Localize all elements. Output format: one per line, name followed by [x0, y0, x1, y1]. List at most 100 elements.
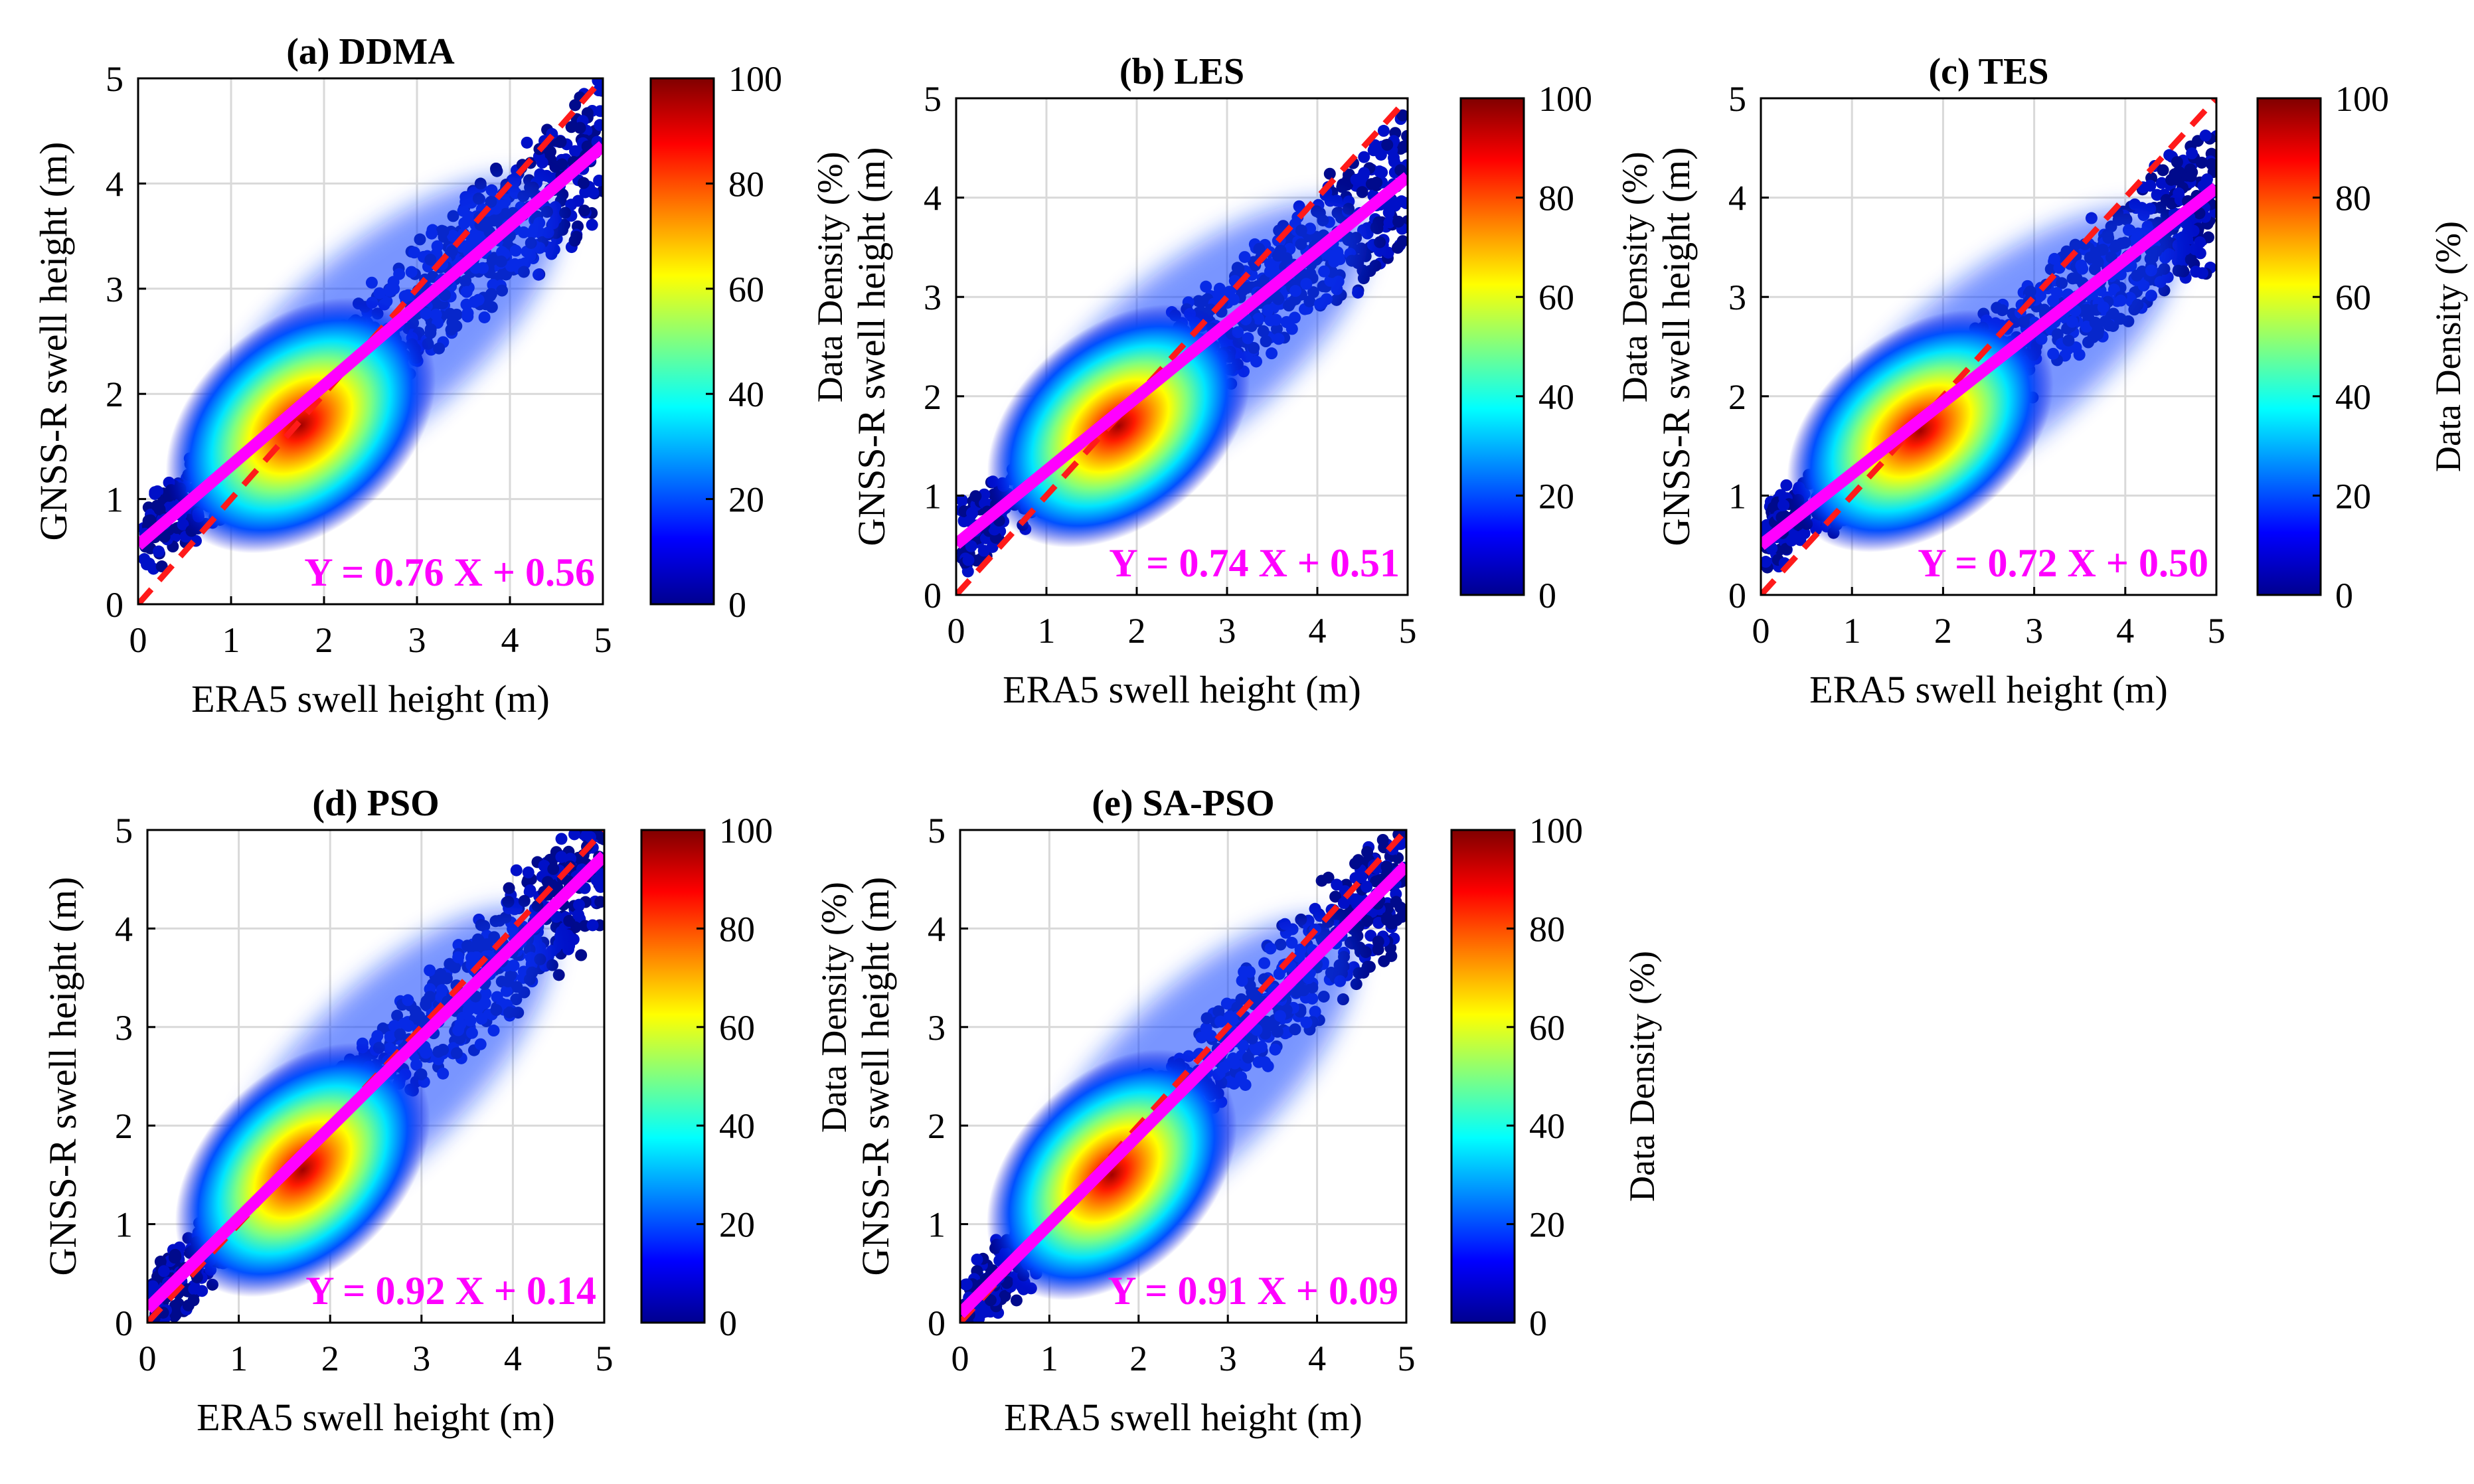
colorbar-tick-label: 0	[728, 585, 746, 625]
scatter-point	[1331, 878, 1343, 891]
scatter-point	[2187, 224, 2200, 237]
scatter-point	[554, 135, 567, 148]
x-axis-label: ERA5 swell height (m)	[191, 677, 550, 720]
scatter-point	[988, 523, 1001, 536]
scatter-point	[153, 545, 165, 558]
scatter-point	[1377, 125, 1390, 137]
y-tick-label: 4	[928, 909, 946, 949]
scatter-point	[540, 169, 553, 182]
scatter-point	[552, 969, 565, 981]
scatter-point	[518, 894, 531, 907]
colorbar-tick-label: 100	[1529, 811, 1583, 851]
y-tick-label: 2	[924, 377, 942, 417]
fit-equation: Y = 0.74 X + 0.51	[1109, 541, 1400, 585]
y-axis-label: GNSS-R swell height (m)	[854, 877, 897, 1276]
x-tick-label: 5	[1398, 1339, 1416, 1378]
scatter-point	[1359, 946, 1372, 958]
x-tick-label: 5	[1399, 611, 1417, 651]
y-tick-label: 5	[106, 59, 124, 99]
scatter-point	[977, 544, 990, 557]
scatter-point	[969, 490, 982, 503]
fit-line	[960, 861, 1406, 1318]
scatter-point	[2155, 177, 2168, 189]
scatter-point	[2186, 147, 2198, 160]
panel-title: (b) LES	[1119, 51, 1244, 92]
y-tick-label: 1	[1728, 476, 1746, 516]
colorbar-tick-label: 100	[1538, 79, 1592, 119]
scatter-point	[1376, 166, 1388, 179]
scatter-point	[965, 540, 977, 552]
x-tick-label: 2	[1129, 1339, 1147, 1378]
scatter-point	[587, 187, 600, 199]
x-tick-label: 3	[2025, 611, 2043, 651]
scatter-point	[1315, 874, 1328, 887]
y-tick-label: 3	[1728, 278, 1746, 317]
scatter-point	[1356, 186, 1368, 199]
scatter-point	[1396, 910, 1406, 923]
scatter-point	[2199, 129, 2212, 142]
density-label-overlap: Data Density (%)	[1615, 151, 1655, 402]
y-tick-label: 2	[928, 1106, 946, 1146]
x-axis-label: ERA5 swell height (m)	[197, 1396, 555, 1439]
x-tick-label: 4	[1309, 611, 1327, 651]
scatter-point	[151, 499, 163, 512]
colorbar-scale	[2256, 97, 2322, 596]
scatter-point	[2185, 170, 2197, 183]
fit-equation: Y = 0.72 X + 0.50	[1918, 541, 2208, 585]
x-tick-label: 2	[1934, 611, 1952, 651]
scatter-point	[544, 145, 556, 158]
scatter-point	[1791, 531, 1803, 543]
scatter-point	[1392, 215, 1405, 228]
colorbar-tick-label: 80	[719, 909, 755, 949]
scatter-point	[1385, 949, 1398, 962]
scatter-point	[578, 205, 590, 217]
density-label-overlap: Data Density (%)	[814, 882, 854, 1133]
x-tick-label: 1	[1038, 611, 1056, 651]
scatter-point	[971, 1253, 983, 1266]
x-tick-label: 1	[1040, 1339, 1058, 1378]
axes-box	[1760, 97, 2218, 596]
scatter-point	[1761, 556, 1772, 568]
colorbar-scale	[1450, 829, 1516, 1324]
scatter-point	[1337, 178, 1349, 191]
y-tick-label: 2	[115, 1106, 133, 1146]
scatter-point	[592, 84, 603, 97]
y-tick-label: 1	[924, 476, 942, 516]
scatter-point	[2195, 156, 2208, 169]
colorbar-label: Data Density (%)	[1622, 951, 1662, 1202]
scatter-point	[1361, 915, 1374, 928]
scatter-point	[1381, 912, 1394, 924]
fit-line	[956, 172, 1408, 549]
scatter-point	[1376, 833, 1389, 846]
y-tick-label: 3	[928, 1008, 946, 1048]
y-tick-label: 3	[115, 1008, 133, 1048]
colorbar-tick-label: 20	[728, 480, 764, 520]
y-tick-label: 0	[924, 576, 942, 616]
colorbar-tick-label: 40	[728, 374, 764, 414]
colorbar-tick-label: 60	[1538, 278, 1574, 317]
x-tick-label: 5	[2208, 611, 2226, 651]
scatter-point	[1398, 141, 1408, 153]
scatter-point	[999, 1289, 1011, 1302]
scatter-point	[1383, 216, 1396, 229]
colorbar-tick-label: 0	[1529, 1303, 1547, 1343]
colorbar-tick-label: 60	[719, 1008, 755, 1048]
fit-line	[138, 141, 603, 550]
x-tick-label: 3	[1218, 611, 1236, 651]
scatter-point	[1395, 195, 1408, 208]
scatter-point	[1382, 206, 1395, 219]
x-tick-label: 1	[230, 1339, 248, 1378]
fit-line	[147, 851, 604, 1313]
scatter-point	[138, 553, 151, 566]
x-tick-label: 1	[1843, 611, 1861, 651]
scatter-point	[568, 830, 581, 841]
y-tick-label: 3	[106, 270, 124, 309]
scatter-point	[169, 1309, 182, 1321]
identity-line	[956, 98, 1408, 595]
x-tick-label: 0	[139, 1339, 157, 1378]
scatter-point	[1370, 221, 1382, 234]
